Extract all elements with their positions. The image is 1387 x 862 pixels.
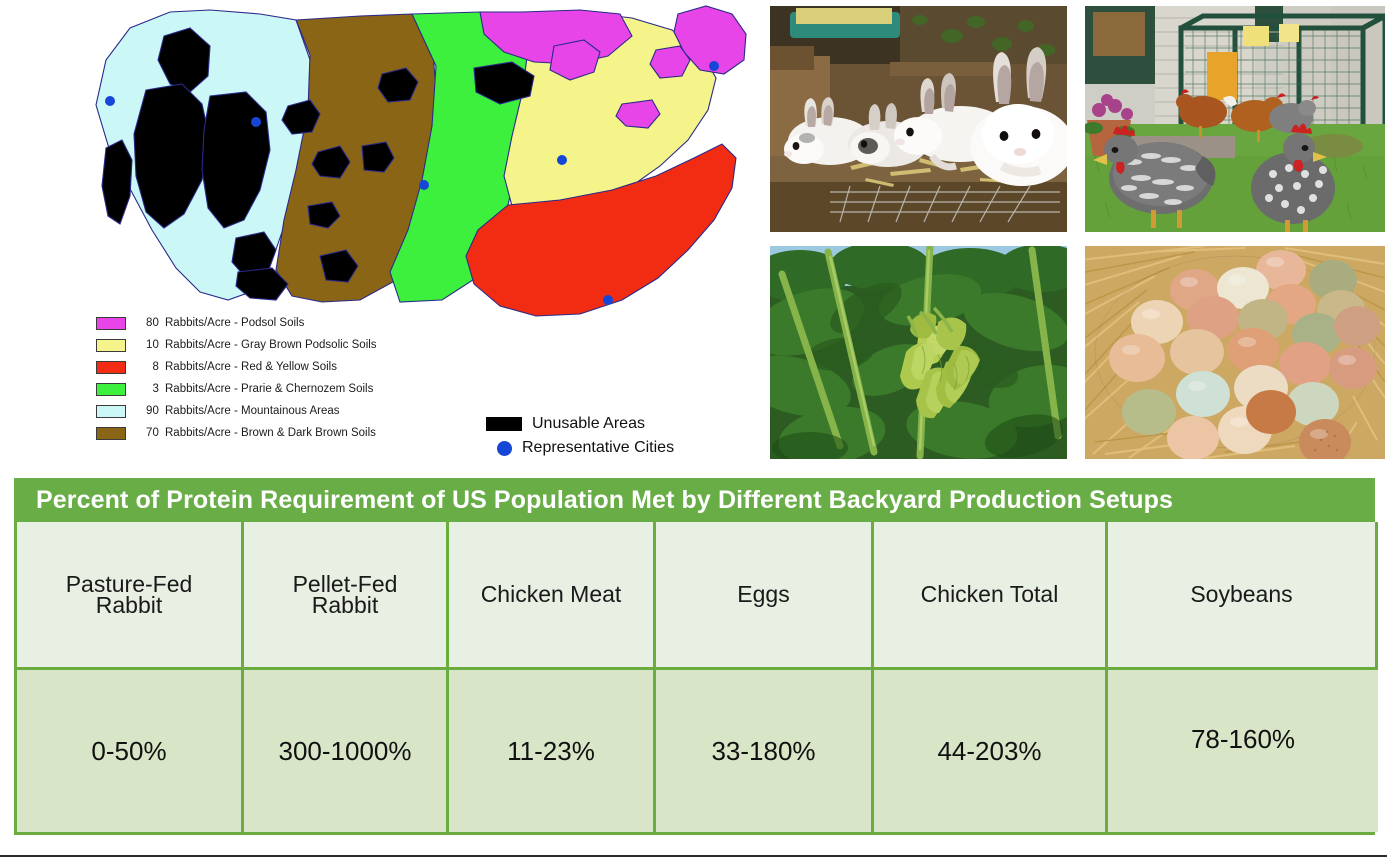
legend-label: Rabbits/Acre - Podsol Soils (165, 317, 305, 329)
legend-swatch-red-yellow (96, 360, 126, 374)
legend-label: Representative Cities (522, 439, 675, 456)
legend-value: 70 (146, 427, 159, 439)
us-soil-rabbit-capacity-map: 80 Rabbits/Acre - Podsol Soils 10 Rabbit… (60, 0, 760, 466)
legend-label: Rabbits/Acre - Gray Brown Podsolic Soils (165, 339, 377, 351)
legend-label: Rabbits/Acre - Red & Yellow Soils (165, 361, 337, 373)
table-cell-eggs: 33-180% (656, 670, 874, 832)
photo-backyard-chickens (1085, 6, 1385, 232)
legend-label: Unusable Areas (532, 415, 645, 432)
protein-requirement-table: Percent of Protein Requirement of US Pop… (14, 478, 1378, 835)
legend-value: 10 (146, 339, 159, 351)
legend-item-unusable: Unusable Areas (486, 412, 674, 436)
photo-eggs-in-straw (1085, 246, 1385, 459)
table-header-chicken-meat: Chicken Meat (449, 522, 656, 670)
legend-value: 8 (152, 361, 159, 373)
table-cell-pasture-fed-rabbit: 0-50% (17, 670, 244, 832)
legend-item: 3 Rabbits/Acre - Prarie & Chernozem Soil… (96, 378, 716, 400)
table-cell-pellet-fed-rabbit: 300-1000% (244, 670, 449, 832)
table-cell-chicken-total: 44-203% (874, 670, 1108, 832)
legend-swatch-gray-brown-podsolic (96, 338, 126, 352)
black-bar-icon (486, 417, 522, 431)
legend-swatch-prarie-chernozem (96, 382, 126, 396)
legend-item: 80 Rabbits/Acre - Podsol Soils (96, 312, 716, 334)
legend-swatch-podsol (96, 316, 126, 330)
legend-label: Rabbits/Acre - Prarie & Chernozem Soils (165, 383, 374, 395)
legend-label: Rabbits/Acre - Mountainous Areas (165, 405, 340, 417)
table-grid: Pasture-Fed Rabbit Pellet-Fed Rabbit Chi… (14, 522, 1378, 835)
table-header-chicken-total: Chicken Total (874, 522, 1108, 670)
legend-item: 90 Rabbits/Acre - Mountainous Areas (96, 400, 716, 422)
legend-item-cities: Representative Cities (486, 436, 674, 460)
blue-dot-icon (497, 440, 512, 456)
photo-soybean-pods (770, 246, 1067, 459)
table-header-soybeans: Soybeans (1108, 522, 1378, 670)
map-graphic (95, 5, 747, 317)
legend-item: 8 Rabbits/Acre - Red & Yellow Soils (96, 356, 716, 378)
top-media-panel: 80 Rabbits/Acre - Podsol Soils 10 Rabbit… (60, 0, 1385, 466)
legend-item: 70 Rabbits/Acre - Brown & Dark Brown Soi… (96, 422, 716, 444)
legend-value: 3 (152, 383, 159, 395)
legend-label: Rabbits/Acre - Brown & Dark Brown Soils (165, 427, 376, 439)
legend-extra-group: Unusable Areas Representative Cities (486, 412, 674, 460)
legend-value: 80 (146, 317, 159, 329)
legend-value: 90 (146, 405, 159, 417)
bottom-divider (0, 855, 1387, 857)
table-title: Percent of Protein Requirement of US Pop… (14, 478, 1375, 522)
table-header-pellet-fed-rabbit: Pellet-Fed Rabbit (244, 522, 449, 670)
legend-swatch-mountainous (96, 404, 126, 418)
table-cell-chicken-meat: 11-23% (449, 670, 656, 832)
legend-swatch-brown-dark-brown (96, 426, 126, 440)
table-cell-soybeans: 78-160% (1190, 723, 1296, 754)
map-legend: 80 Rabbits/Acre - Podsol Soils 10 Rabbit… (96, 312, 716, 462)
table-header-pasture-fed-rabbit: Pasture-Fed Rabbit (17, 522, 244, 670)
legend-item: 10 Rabbits/Acre - Gray Brown Podsolic So… (96, 334, 716, 356)
photo-rabbits-in-hutch (770, 6, 1067, 232)
representative-city-dots (105, 61, 719, 305)
table-header-eggs: Eggs (656, 522, 874, 670)
